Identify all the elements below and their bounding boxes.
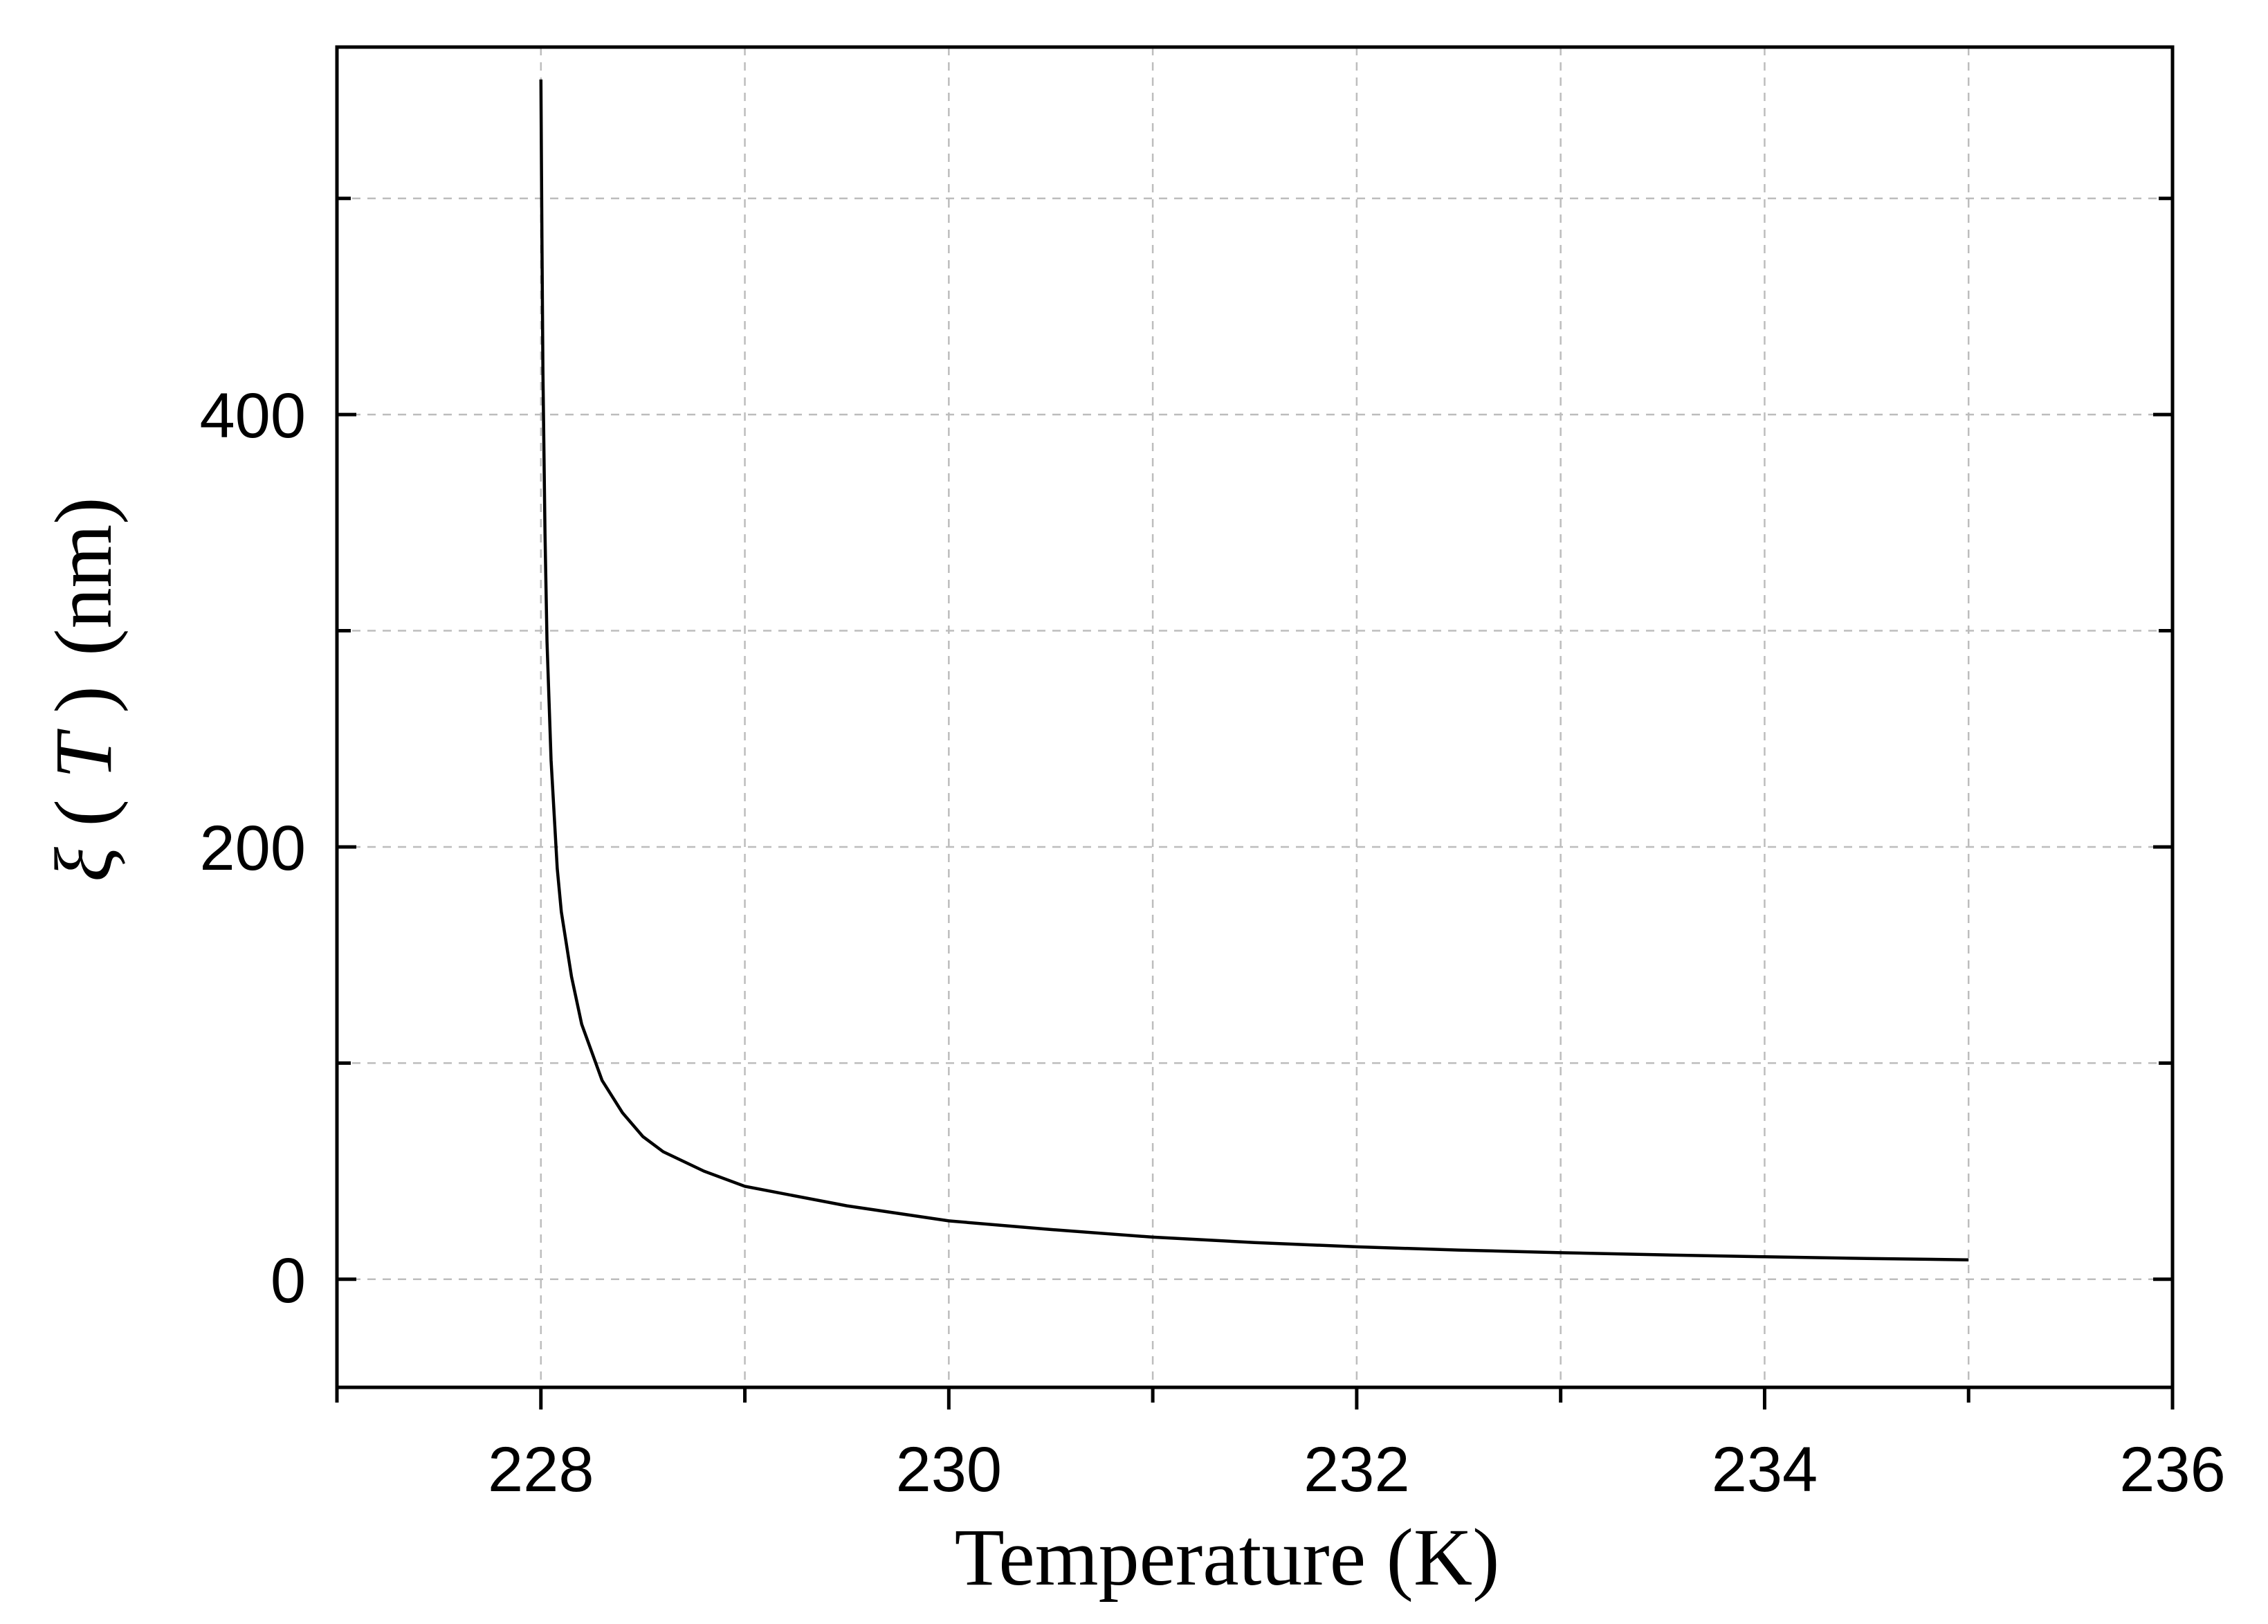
x-axis-title: Temperature (K): [955, 1512, 1500, 1603]
axis-ticks: [335, 197, 2175, 1409]
y-axis-open-paren: (: [38, 799, 129, 826]
series-line-xi: [539, 79, 1969, 1261]
y-tick-label: 0: [271, 1246, 306, 1316]
y-axis-symbol: ξ: [38, 847, 129, 882]
y-tick-label: 400: [200, 381, 307, 451]
y-axis-variable: T: [38, 729, 129, 779]
x-tick-labels: 228 230 232 234 236: [488, 1434, 2226, 1505]
y-tick-labels: 0 200 400: [200, 381, 307, 1316]
x-tick-label: 234: [1712, 1434, 1818, 1505]
y-tick-label: 200: [200, 813, 307, 884]
x-tick-label: 232: [1304, 1434, 1410, 1505]
x-tick-label: 230: [896, 1434, 1003, 1505]
grid-lines: [337, 47, 2173, 1387]
y-axis-close-paren: ): [38, 686, 129, 713]
y-axis-title: ξ ( T ) (nm): [38, 497, 129, 882]
x-tick-label: 228: [488, 1434, 594, 1505]
plot-frame: [335, 45, 2175, 1389]
x-tick-label: 236: [2119, 1434, 2226, 1505]
y-axis-unit: (nm): [38, 497, 129, 655]
